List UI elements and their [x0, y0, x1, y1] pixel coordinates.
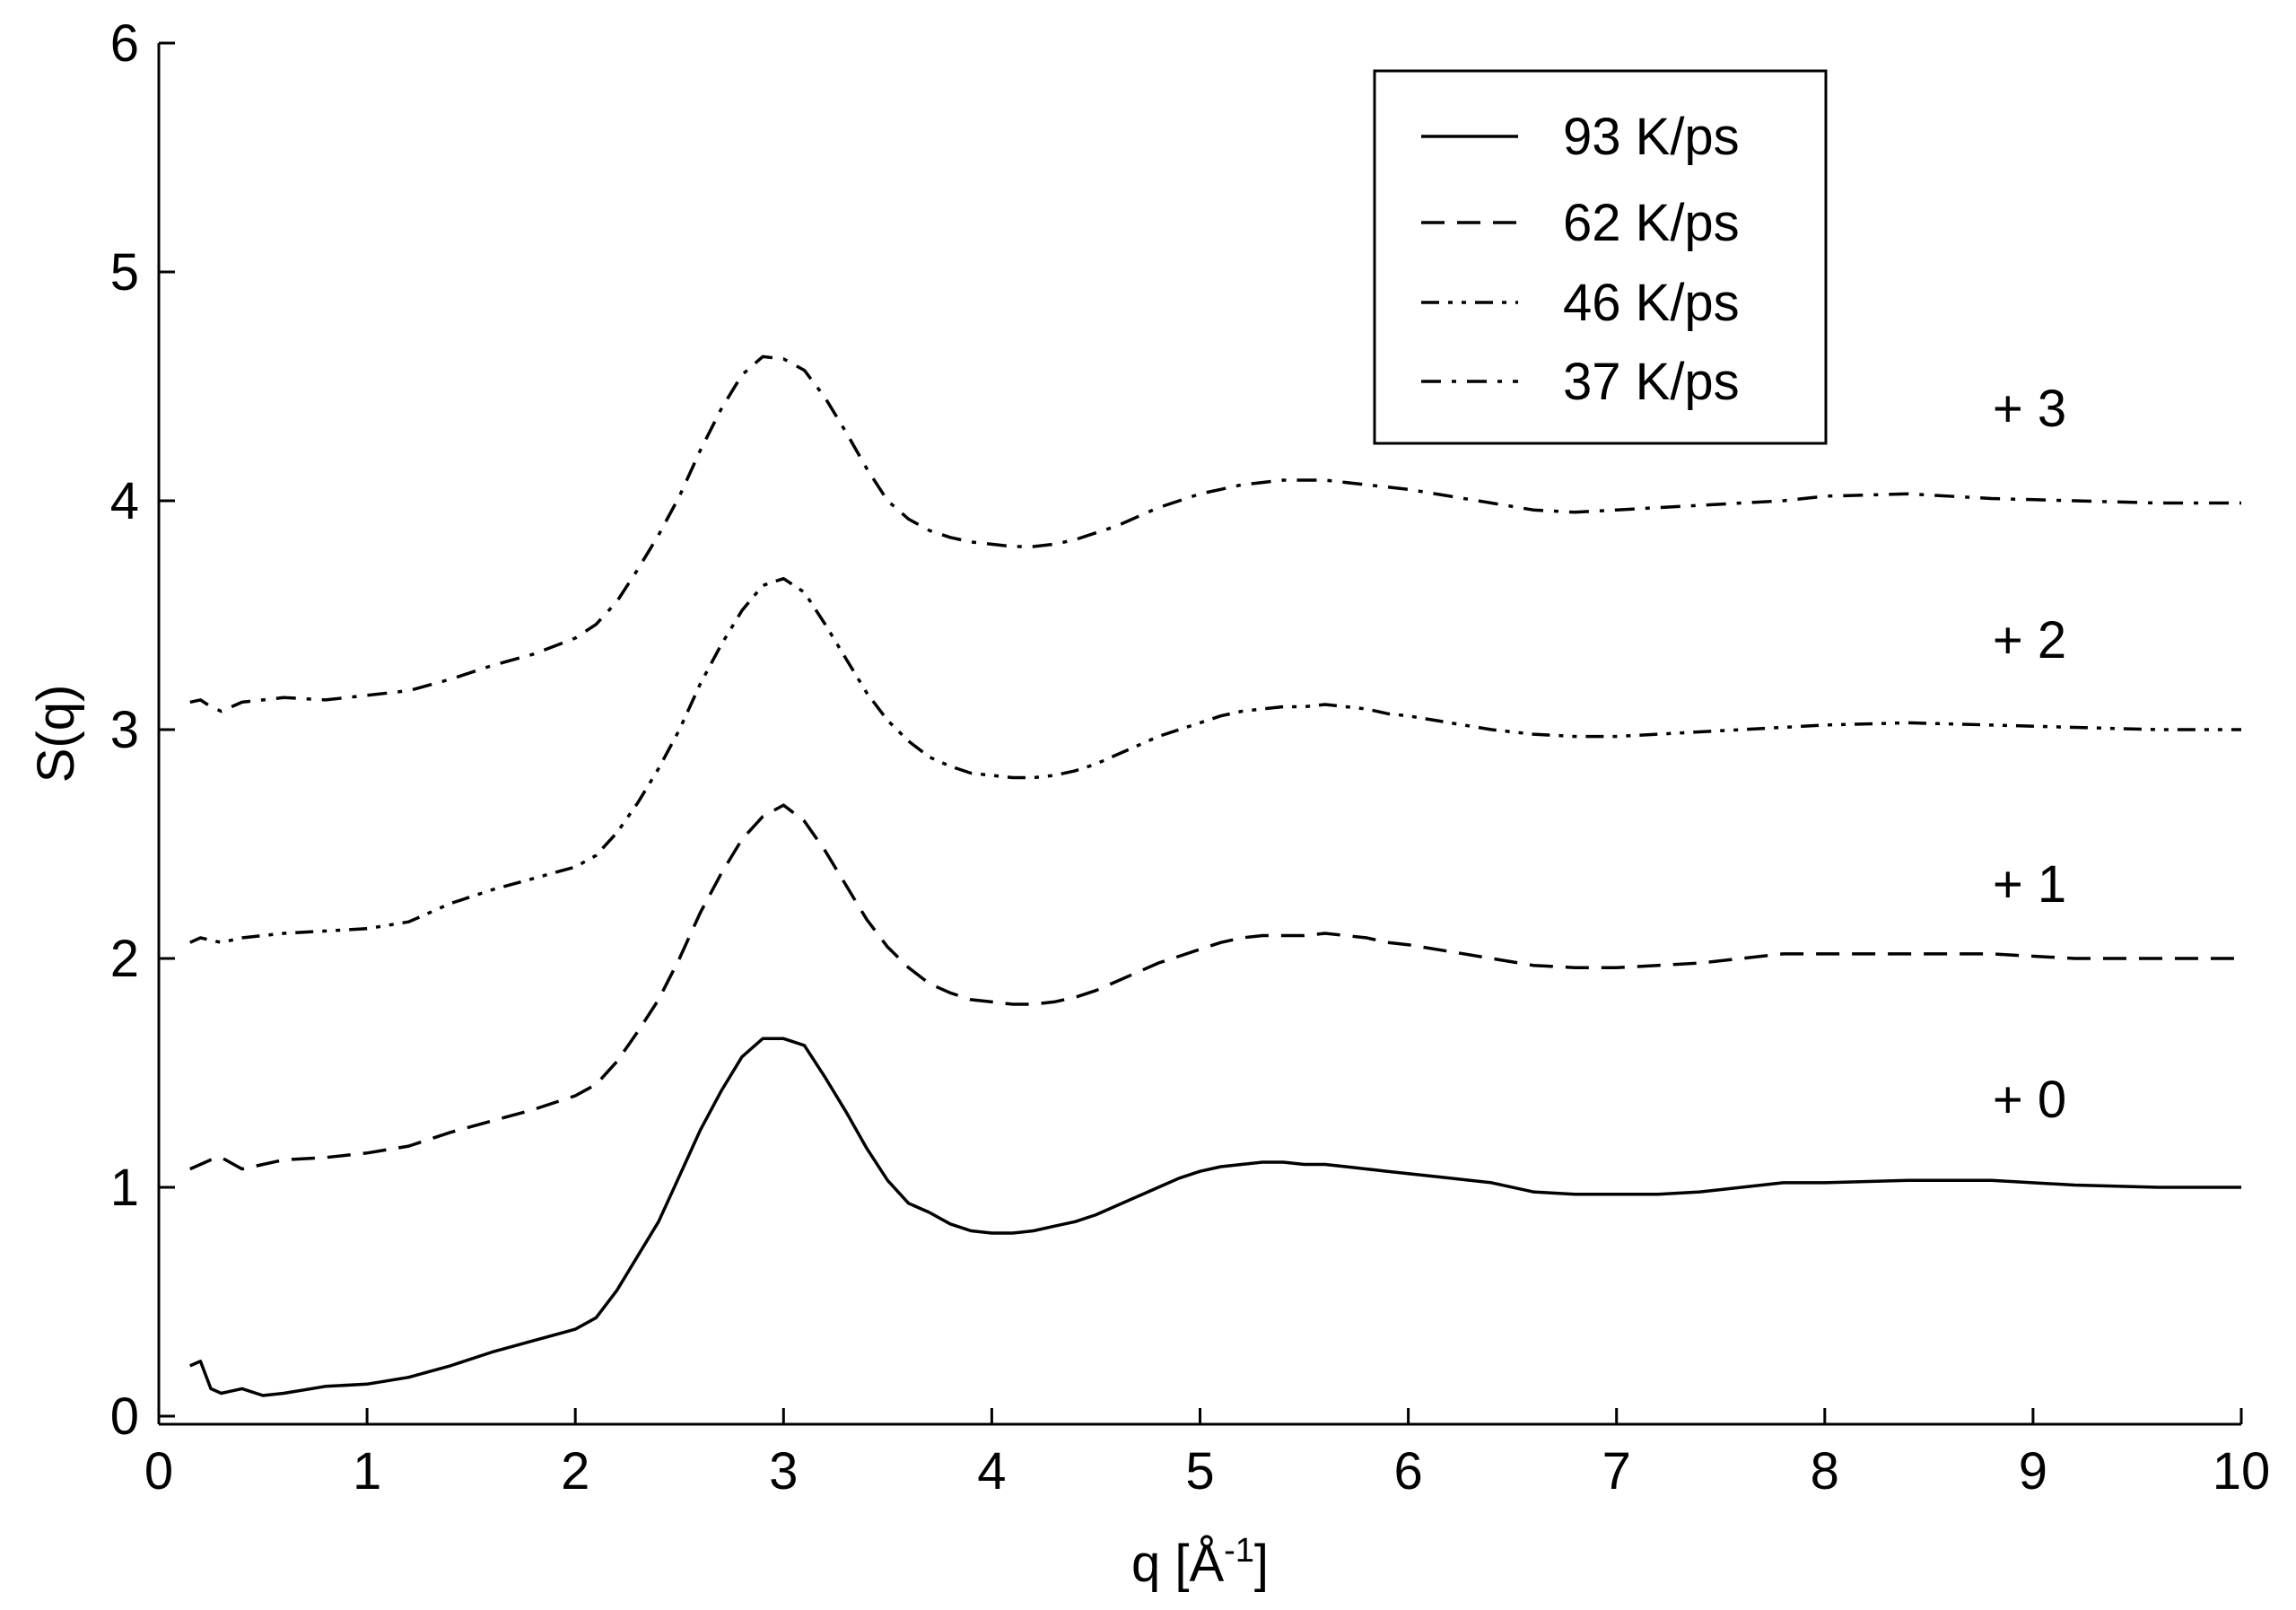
legend-label-4: 37 K/ps: [1563, 353, 1740, 411]
series-layer: [189, 354, 2241, 1397]
x-tick-label: 0: [144, 1442, 173, 1501]
legend-box: [1373, 69, 1828, 445]
x-tick-label: 5: [1185, 1442, 1214, 1501]
legend-label-2: 62 K/ps: [1563, 194, 1740, 252]
x-axis-title-sup: -1: [1224, 1532, 1254, 1570]
series-line-4: [189, 354, 2241, 713]
x-tick-label: 2: [561, 1442, 589, 1501]
x-tick-label: 9: [2019, 1442, 2047, 1501]
series-line-3: [189, 576, 2241, 944]
x-tick-label: 6: [1393, 1442, 1422, 1501]
offset-label: + 0: [1993, 1071, 2066, 1129]
x-tick-label: 8: [1811, 1442, 1839, 1501]
y-tick-label: 0: [110, 1387, 139, 1446]
x-axis-title-main: q [Å: [1131, 1535, 1224, 1593]
x-tick-label: 1: [353, 1442, 381, 1501]
x-tick-label: 4: [977, 1442, 1006, 1501]
y-tick-label: 5: [110, 243, 139, 302]
y-tick-label: 2: [110, 930, 139, 988]
axes: 0 1 2 3 4 5 6 7 8 9 10 0 1 2 3 4 5 6 q [Å-1] S(q): [27, 14, 2270, 1593]
y-tick-label: 4: [110, 472, 139, 530]
x-tick-label: 7: [1602, 1442, 1631, 1501]
offset-label: + 3: [1993, 380, 2066, 438]
series-line-1: [189, 1037, 2241, 1397]
legend: 93 K/ps 62 K/ps 46 K/ps 37 K/ps: [1373, 69, 1828, 445]
offset-label: + 2: [1993, 611, 2066, 669]
x-axis-title: q [Å-1]: [1131, 1532, 1269, 1593]
legend-label-3: 46 K/ps: [1563, 274, 1740, 332]
y-axis-title: S(q): [27, 685, 85, 783]
offset-label: + 1: [1993, 855, 2066, 914]
legend-label-1: 93 K/ps: [1563, 108, 1740, 166]
y-tick-label: 1: [110, 1159, 139, 1217]
offset-labels: + 0 + 1 + 2 + 3: [1993, 380, 2066, 1129]
y-tick-label: 6: [110, 14, 139, 73]
series-line-2: [189, 803, 2241, 1171]
x-tick-label: 10: [2213, 1442, 2271, 1501]
x-axis-title-close: ]: [1254, 1535, 1269, 1593]
x-tick-label: 3: [769, 1442, 798, 1501]
y-tick-label: 3: [110, 701, 139, 759]
